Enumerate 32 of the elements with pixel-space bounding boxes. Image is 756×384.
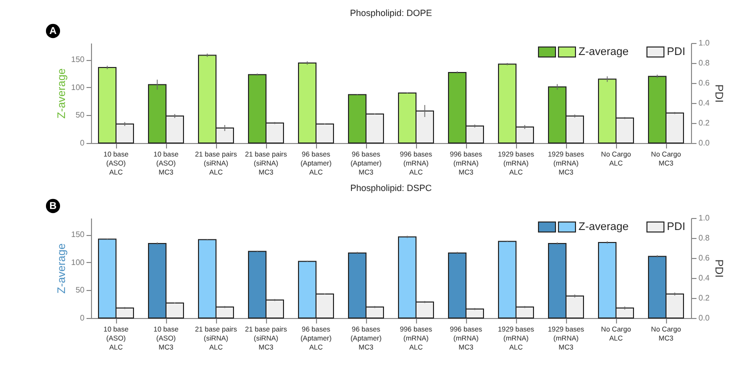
y2-axis-title: PDI — [712, 259, 725, 278]
y-tick-label: 50 — [76, 110, 86, 120]
legend-label: Z-average — [578, 221, 629, 233]
y-tick-label: 100 — [71, 258, 86, 267]
y2-tick-label: 0.0 — [698, 314, 710, 322]
y2-tick-label: 1.0 — [698, 38, 710, 48]
text: B — [49, 201, 57, 212]
chart-title: Phospholipid: DSPC — [350, 182, 432, 193]
legend-label: PDI — [666, 221, 686, 233]
text: A — [49, 26, 57, 37]
y2-tick-label: 1.0 — [698, 214, 710, 222]
y2-tick-label: 0.4 — [698, 98, 710, 108]
y-axis-title: Z-average — [56, 243, 68, 294]
legend-label: PDI — [666, 46, 686, 58]
y-tick-label: 100 — [71, 82, 86, 92]
chart-title: Phospholipid: DOPE — [350, 8, 432, 18]
y-axis-title: Z-average — [56, 68, 68, 119]
legend-label: Z-average — [578, 46, 629, 58]
y-tick-label: 150 — [71, 55, 86, 64]
y2-tick-label: 0.8 — [698, 58, 710, 68]
y2-tick-label: 0.2 — [698, 118, 710, 128]
y2-tick-label: 0.2 — [698, 294, 710, 302]
y-tick-label: 50 — [76, 286, 86, 295]
y2-tick-label: 0.8 — [698, 234, 710, 242]
y2-tick-label: 0.4 — [698, 274, 710, 282]
y2-axis-title: PDI — [712, 84, 725, 103]
y2-tick-label: 0.0 — [698, 138, 710, 148]
y-tick-label: 0 — [80, 138, 86, 148]
y2-tick-label: 0.6 — [698, 78, 710, 88]
y-tick-label: 150 — [71, 230, 86, 240]
y-tick-label: 0 — [80, 314, 86, 322]
y2-tick-label: 0.6 — [698, 254, 710, 262]
